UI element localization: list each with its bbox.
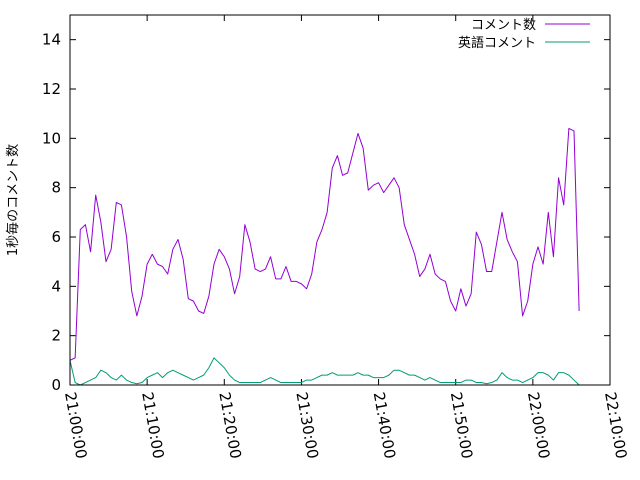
y-axis-ticks: 0 2 4 6 8 10 12 14 (42, 31, 610, 394)
series-layer (69, 127, 580, 386)
y-tick-label: 2 (51, 327, 61, 345)
y-tick-label: 12 (42, 80, 61, 98)
plot-frame (69, 14, 611, 386)
y-tick-label: 8 (51, 179, 61, 197)
series-line-1 (69, 127, 580, 361)
y-tick-label: 4 (51, 277, 61, 295)
legend-label: 英語コメント (458, 35, 536, 51)
y-tick-label: 10 (42, 129, 61, 147)
y-axis-label: 1秒毎のコメント数 (5, 144, 21, 256)
legend-label: コメント数 (471, 18, 536, 33)
y-tick-label: 6 (51, 228, 61, 246)
y-tick-label: 14 (42, 31, 61, 49)
y-tick-label: 0 (51, 376, 61, 394)
series-line-2 (69, 357, 580, 386)
